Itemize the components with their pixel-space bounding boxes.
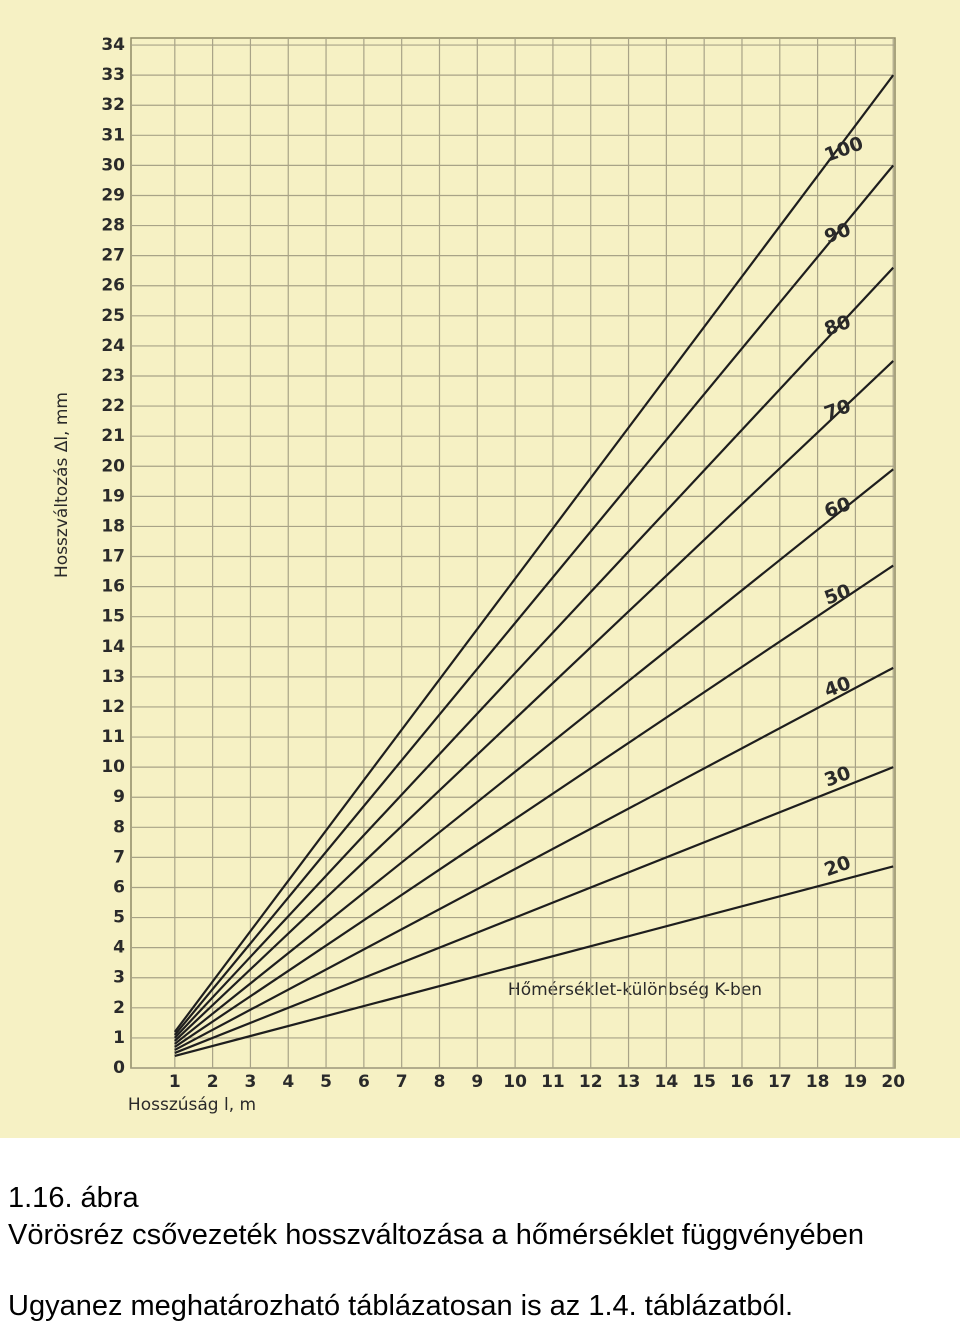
x-tick-label: 20 — [881, 1072, 905, 1092]
y-tick-label: 12 — [101, 697, 125, 717]
y-tick-label: 27 — [101, 246, 125, 266]
y-tick-label: 26 — [101, 276, 125, 296]
y-tick-label: 29 — [101, 185, 125, 205]
x-tick-label: 15 — [692, 1072, 716, 1092]
chart-background — [0, 0, 960, 1138]
chart: Hosszváltozás Δl, mm Hosszúság l, m Hőmé… — [0, 0, 960, 1138]
x-tick-label: 7 — [396, 1072, 408, 1092]
y-tick-label: 11 — [101, 727, 125, 747]
data-line — [173, 74, 895, 1033]
figure-title: Vörösréz csővezeték hosszváltozása a hőm… — [8, 1219, 864, 1251]
x-tick-label: 2 — [207, 1072, 219, 1092]
y-tick-label: 34 — [101, 35, 125, 55]
y-tick-label: 20 — [101, 456, 125, 476]
data-line — [174, 564, 894, 1048]
y-tick-label: 32 — [101, 95, 125, 115]
y-tick-label: 16 — [101, 577, 125, 597]
y-tick-label: 2 — [113, 998, 125, 1018]
y-tick-label: 17 — [101, 547, 125, 567]
x-tick-label: 6 — [358, 1072, 370, 1092]
x-tick-label: 11 — [541, 1072, 565, 1092]
x-tick-label: 5 — [320, 1072, 332, 1092]
y-tick-label: 24 — [101, 336, 125, 356]
x-tick-label: 17 — [768, 1072, 792, 1092]
data-line — [174, 360, 894, 1042]
data-line — [174, 865, 894, 1058]
x-tick-label: 9 — [471, 1072, 483, 1092]
y-tick-label: 4 — [113, 938, 125, 958]
y-tick-label: 19 — [101, 486, 125, 506]
y-tick-label: 3 — [113, 968, 125, 988]
annotation: Hőmérséklet-különbség K-ben — [508, 980, 762, 1000]
y-tick-label: 10 — [101, 757, 125, 777]
figure-number: 1.16. ábra — [8, 1182, 139, 1214]
data-line — [173, 164, 895, 1036]
x-tick-label: 10 — [503, 1072, 527, 1092]
data-line — [174, 766, 894, 1054]
figure-note: Ugyanez meghatározható táblázatosan is a… — [8, 1290, 794, 1322]
y-tick-label: 5 — [113, 908, 125, 928]
y-tick-label: 0 — [113, 1058, 125, 1078]
y-tick-label: 25 — [101, 306, 125, 326]
x-tick-label: 4 — [282, 1072, 294, 1092]
x-tick-label: 1 — [169, 1072, 181, 1092]
y-tick-label: 30 — [101, 155, 125, 175]
y-tick-label: 14 — [101, 637, 125, 657]
x-tick-label: 13 — [617, 1072, 641, 1092]
x-tick-label: 12 — [579, 1072, 603, 1092]
y-tick-label: 7 — [113, 847, 125, 867]
y-tick-label: 28 — [101, 216, 125, 236]
y-tick-label: 15 — [101, 607, 125, 627]
x-tick-label: 14 — [655, 1072, 679, 1092]
y-tick-label: 8 — [113, 817, 125, 837]
y-tick-label: 23 — [101, 366, 125, 386]
x-tick-label: 18 — [806, 1072, 830, 1092]
y-tick-label: 9 — [113, 787, 125, 807]
data-line — [174, 666, 894, 1051]
y-tick-label: 22 — [101, 396, 125, 416]
y-tick-label: 13 — [101, 667, 125, 687]
data-line — [174, 266, 895, 1039]
y-tick-label: 21 — [101, 426, 125, 446]
y-tick-label: 31 — [101, 125, 125, 145]
y-tick-label: 33 — [101, 65, 125, 85]
y-tick-label: 1 — [113, 1028, 125, 1048]
y-axis-label: Hosszváltozás Δl, mm — [52, 392, 72, 578]
y-tick-label: 6 — [113, 877, 125, 897]
data-line — [174, 468, 894, 1045]
x-tick-label: 19 — [844, 1072, 868, 1092]
x-axis-label: Hosszúság l, m — [128, 1095, 256, 1115]
y-tick-label: 18 — [101, 516, 125, 536]
x-tick-label: 8 — [434, 1072, 446, 1092]
x-tick-label: 3 — [245, 1072, 257, 1092]
x-tick-label: 16 — [730, 1072, 754, 1092]
